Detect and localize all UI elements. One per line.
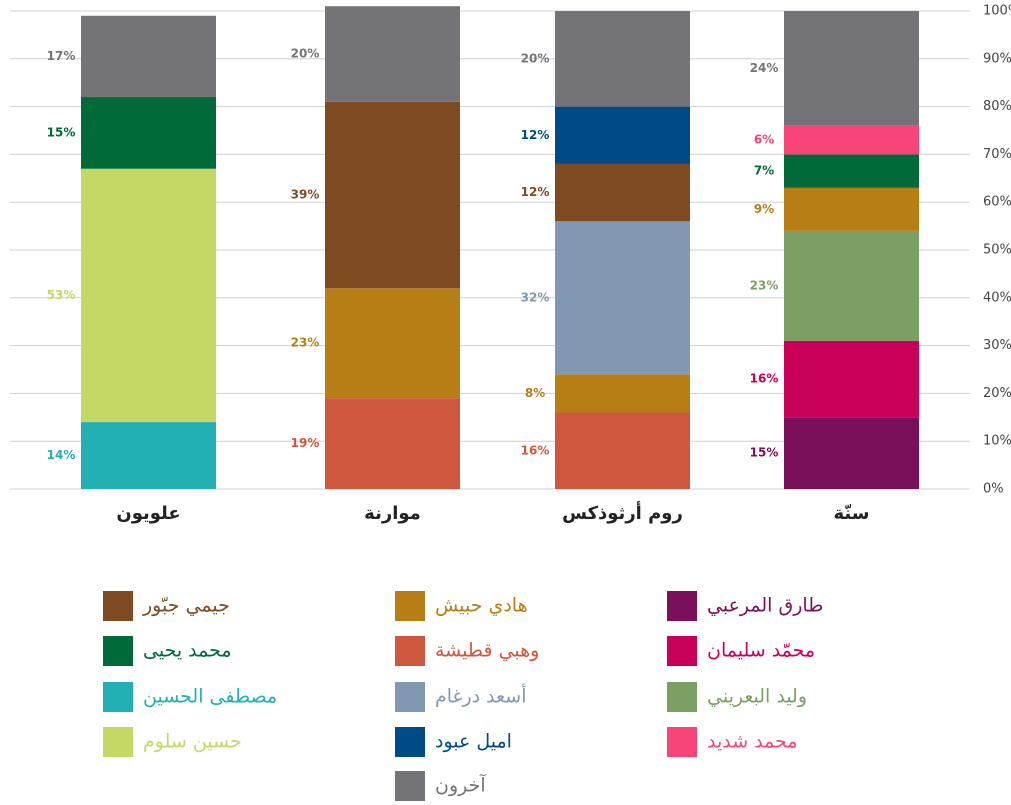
- legend-label: جيمي جبّور: [142, 595, 230, 617]
- legend-swatch: [395, 636, 425, 666]
- bar-segment: [325, 6, 460, 102]
- bar-segment: [784, 154, 919, 188]
- legend-label: محمّد سليمان: [707, 640, 815, 662]
- y-tick-label: 50%: [983, 243, 1011, 258]
- bar-segment: [555, 163, 690, 222]
- data-label: 23%: [750, 278, 779, 292]
- y-tick-label: 70%: [983, 147, 1011, 162]
- legend-label: محمد يحيى: [143, 640, 232, 662]
- bar-segment: [81, 422, 216, 489]
- y-tick-label: 0%: [983, 482, 1004, 497]
- data-label: 16%: [750, 372, 779, 386]
- data-label: 39%: [291, 188, 320, 202]
- x-tick-label: روم أرثوذكس: [562, 501, 683, 524]
- data-label: 24%: [750, 61, 779, 75]
- bar-segment: [555, 106, 690, 164]
- data-label: 8%: [525, 386, 545, 400]
- legend-swatch: [667, 682, 697, 712]
- legend-swatch: [103, 591, 133, 621]
- legend-swatch: [103, 727, 133, 757]
- legend-swatch: [395, 727, 425, 757]
- bar-segment: [81, 97, 216, 169]
- legend-label: أسعد درغام: [435, 684, 527, 708]
- legend-swatch: [667, 591, 697, 621]
- bar-segment: [784, 125, 919, 155]
- data-label: 15%: [750, 446, 779, 460]
- y-tick-label: 80%: [983, 99, 1011, 114]
- bar-segment: [555, 221, 690, 375]
- bar-segment: [325, 398, 460, 489]
- data-label: 9%: [754, 202, 774, 216]
- bar-segment: [325, 101, 460, 289]
- legend-label: محمد شديد: [707, 731, 798, 753]
- legend-label: آخرون: [435, 773, 486, 797]
- legend-label: وهبي قطيشة: [435, 640, 539, 662]
- legend-swatch: [395, 682, 425, 712]
- data-label: 32%: [521, 290, 550, 304]
- y-tick-label: 10%: [983, 434, 1011, 449]
- y-tick-label: 20%: [983, 386, 1011, 401]
- x-tick-label: سنّة: [834, 503, 870, 524]
- data-label: 20%: [521, 51, 550, 65]
- bar-segment: [555, 11, 690, 107]
- y-tick-label: 100%: [983, 4, 1011, 19]
- data-label: 12%: [521, 128, 550, 142]
- bar-segment: [784, 340, 919, 418]
- data-label: 20%: [291, 47, 320, 61]
- bar-segment: [325, 288, 460, 399]
- legend-swatch: [395, 591, 425, 621]
- legend-swatch: [667, 727, 697, 757]
- data-label: 19%: [291, 436, 320, 450]
- bar-segment: [784, 187, 919, 231]
- legend-label: اميل عبود: [435, 731, 512, 753]
- legend-label: حسين سلوم: [143, 731, 242, 753]
- legend-label: وليد البعريني: [707, 686, 807, 708]
- data-label: 16%: [521, 443, 550, 457]
- legend-swatch: [395, 771, 425, 801]
- x-tick-label: علويون: [116, 503, 180, 524]
- legend-swatch: [103, 636, 133, 666]
- bar-segment: [555, 374, 690, 413]
- y-tick-label: 90%: [983, 51, 1011, 66]
- data-label: 12%: [521, 185, 550, 199]
- data-label: 23%: [291, 336, 320, 350]
- y-tick-label: 40%: [983, 290, 1011, 305]
- legend-label: هادي حبيش: [435, 595, 528, 617]
- bar-segment: [81, 15, 216, 98]
- y-tick-label: 30%: [983, 338, 1011, 353]
- data-label: 7%: [754, 164, 774, 178]
- bar-segment: [784, 230, 919, 341]
- data-label: 53%: [47, 288, 76, 302]
- legend-label: مصطفى الحسين: [143, 686, 277, 708]
- bar-segment: [81, 168, 216, 423]
- bar-segment: [784, 11, 919, 126]
- bar-segment: [555, 412, 690, 489]
- data-label: 17%: [47, 49, 76, 63]
- data-label: 14%: [47, 448, 76, 462]
- bar-segment: [784, 417, 919, 489]
- data-label: 6%: [754, 133, 774, 147]
- legend-swatch: [103, 682, 133, 712]
- y-tick-label: 60%: [983, 195, 1011, 210]
- legend-swatch: [667, 636, 697, 666]
- x-tick-label: موارنة: [364, 503, 421, 524]
- legend-label: طارق المرعبي: [707, 595, 823, 617]
- data-label: 15%: [47, 125, 76, 139]
